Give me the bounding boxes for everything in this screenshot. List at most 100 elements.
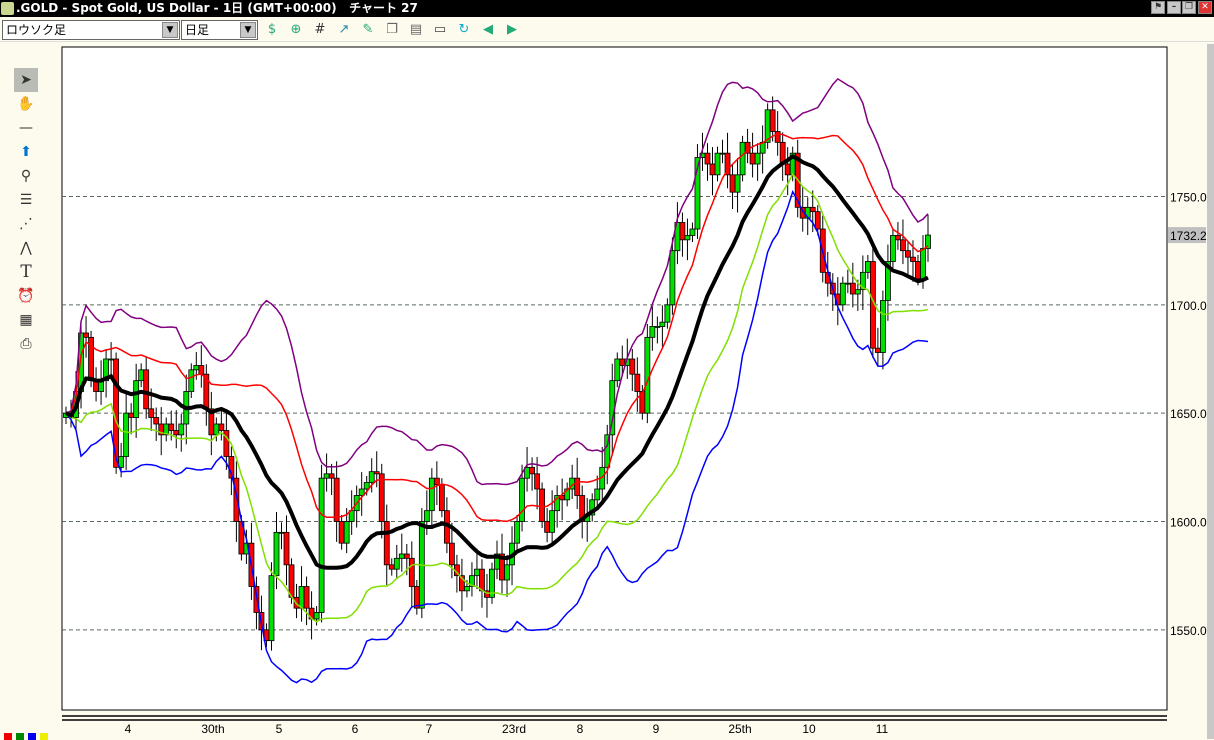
y-tick-label: 1600.0 — [1170, 516, 1207, 530]
scrollbar[interactable] — [1207, 44, 1214, 739]
candle — [885, 261, 891, 301]
candle — [864, 261, 871, 273]
color-swatch-green — [16, 733, 24, 740]
upper-inner-band — [66, 133, 929, 523]
pin-icon[interactable]: ⚑ — [1151, 1, 1165, 14]
drawing-toolbar: ➤ ✋ — ⬆ ⚲ ☰ ⋰ ⋀ T ⏰ ▦ ⎙ — [14, 68, 40, 356]
candle — [905, 250, 911, 258]
period-select[interactable]: 日足 ▼ — [181, 20, 258, 40]
candle — [614, 358, 621, 382]
candle — [489, 568, 495, 598]
alarm-icon[interactable]: ⏰ — [17, 288, 35, 304]
x-tick-label: 4 — [125, 722, 132, 736]
add-price-icon[interactable]: ⊕ — [290, 22, 302, 37]
candle — [604, 434, 611, 468]
candle — [153, 417, 160, 425]
candle — [664, 304, 671, 323]
candle — [474, 568, 480, 577]
candle — [108, 358, 115, 361]
candle — [188, 369, 195, 392]
candle — [479, 568, 485, 592]
candle — [323, 473, 330, 479]
candle — [895, 235, 901, 241]
calculator-icon[interactable]: ▦ — [19, 312, 33, 328]
candle — [689, 228, 696, 236]
grid-icon[interactable]: # — [314, 22, 326, 37]
close-button[interactable]: ✕ — [1198, 1, 1212, 14]
candle — [278, 531, 285, 534]
text-icon[interactable]: T — [20, 262, 32, 282]
forward-icon[interactable]: ▶ — [507, 22, 517, 37]
candle — [198, 365, 205, 375]
candle — [809, 206, 816, 213]
edit-icon[interactable]: ✎ — [362, 22, 374, 37]
candle — [448, 542, 455, 566]
candle — [719, 152, 726, 155]
toolbar: ロウソク足 ▼ 日足 ▼ $ ⊕ # ↗ ✎ ❐ ▤ ▭ ↻ ◀ ▶ — [0, 17, 1214, 42]
candle — [549, 510, 556, 533]
zoom-icon[interactable]: ⚲ — [20, 168, 32, 184]
print-icon[interactable]: ▭ — [433, 22, 447, 37]
print-icon[interactable]: ⎙ — [20, 336, 32, 352]
candles — [63, 96, 931, 651]
x-tick-label: 30th — [201, 722, 224, 736]
back-icon[interactable]: ◀ — [483, 22, 493, 37]
candle — [724, 152, 731, 176]
arrow-icon[interactable]: ⬆ — [20, 144, 32, 160]
candle — [709, 163, 716, 176]
candle — [358, 488, 365, 496]
candle — [268, 575, 275, 642]
candle — [469, 575, 475, 587]
candle — [313, 612, 320, 620]
candle — [619, 358, 626, 366]
candle — [589, 499, 596, 516]
refresh-icon[interactable]: ↻ — [458, 22, 470, 37]
candle — [754, 152, 761, 165]
cursor-icon[interactable]: ➤ — [14, 68, 38, 92]
chevron-down-icon[interactable]: ▼ — [240, 22, 256, 38]
color-swatch-red — [4, 733, 12, 740]
candle — [333, 477, 340, 522]
add-indicator-icon[interactable]: $ — [267, 22, 277, 37]
moving-average-line — [65, 154, 929, 570]
x-tick-label: 11 — [876, 722, 889, 736]
x-tick-label: 10 — [802, 722, 816, 736]
minimize-button[interactable]: – — [1167, 1, 1181, 14]
lower-inner-band — [65, 172, 929, 623]
candle — [874, 347, 881, 353]
candle — [684, 235, 691, 241]
restore-button[interactable]: ❐ — [1182, 1, 1196, 14]
candle — [669, 250, 676, 306]
candle — [534, 473, 540, 490]
trend-icon[interactable]: ↗ — [338, 22, 350, 37]
chart-type-select[interactable]: ロウソク足 ▼ — [2, 20, 180, 40]
candle — [393, 557, 400, 570]
chevron-down-icon[interactable]: ▼ — [162, 22, 178, 38]
candle — [879, 300, 886, 353]
candle — [890, 235, 896, 262]
candle — [218, 423, 225, 431]
candle — [774, 131, 781, 143]
candle — [839, 282, 846, 306]
candle — [694, 157, 701, 230]
line-icon[interactable]: — — [19, 120, 33, 136]
candle — [504, 564, 510, 581]
overlay-icon[interactable]: ❐ — [386, 22, 398, 37]
candle — [178, 423, 185, 436]
fan-icon[interactable]: ⋰ — [19, 216, 33, 232]
candle — [433, 477, 440, 486]
pattern-icon[interactable]: ⋀ — [20, 240, 32, 256]
candle — [423, 510, 430, 522]
candle — [464, 586, 470, 592]
document-icon[interactable]: ▤ — [409, 22, 423, 37]
fibonacci-icon[interactable]: ☰ — [19, 192, 33, 208]
candle — [128, 412, 135, 418]
candle — [900, 239, 906, 252]
lower-outer-band — [65, 189, 929, 684]
hand-icon[interactable]: ✋ — [17, 96, 35, 112]
candle — [749, 152, 756, 165]
candle — [213, 423, 220, 436]
x-tick-label: 23rd — [502, 722, 526, 736]
candle — [438, 484, 445, 512]
